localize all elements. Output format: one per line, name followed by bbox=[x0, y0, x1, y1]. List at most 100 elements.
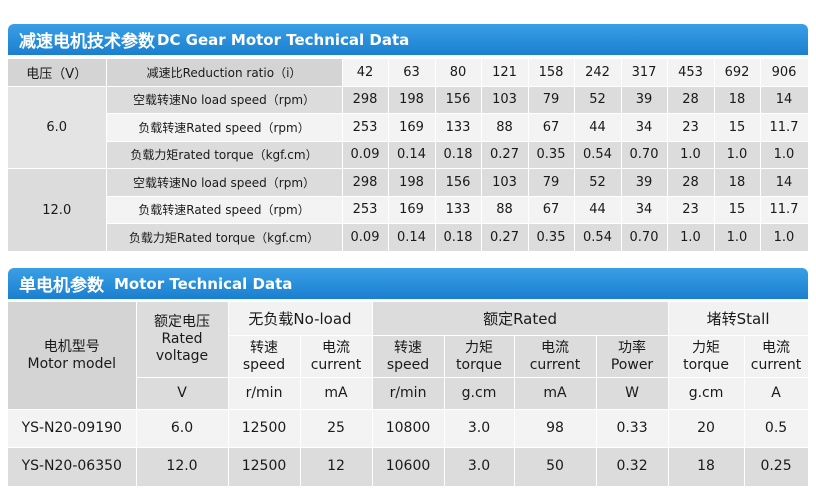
subheader-rated-current: 电流 current bbox=[514, 335, 597, 378]
rated-group-header: 额定Rated bbox=[372, 301, 669, 336]
table-cell: 28 bbox=[667, 85, 715, 114]
table-cell: 0.70 bbox=[621, 223, 668, 251]
table-cell: 10600 bbox=[372, 447, 445, 486]
gear-row-rated-torque: 负载力矩Rated torque（kgf.cm） 0.09 0.14 0.18 … bbox=[8, 223, 809, 251]
unit-cell: V bbox=[136, 377, 229, 410]
table-cell: 10800 bbox=[372, 409, 445, 448]
table-cell: 133 bbox=[435, 113, 482, 141]
motor-subheader-row: 转速 speed 电流 current 转速 speed 力矩 torque 电流 cur… bbox=[8, 335, 809, 378]
gear-row-noload-speed: 6.0 空载转速No load speed（rpm） 298 198 156 1… bbox=[8, 85, 809, 169]
unit-cell: r/min bbox=[228, 377, 301, 410]
table-cell: 156 bbox=[435, 85, 482, 114]
model-header-cn: 电机型号 bbox=[43, 338, 100, 355]
table-cell: 0.70 bbox=[621, 140, 668, 169]
table-cell: 1.0 bbox=[760, 140, 809, 169]
table-cell: 298 bbox=[342, 85, 389, 114]
rated-voltage-en1: Rated bbox=[161, 331, 203, 348]
table-cell: 34 bbox=[621, 195, 668, 224]
subheader-en: torque bbox=[683, 356, 730, 373]
table-cell: 12500 bbox=[228, 409, 301, 448]
table-cell: 79 bbox=[528, 168, 575, 196]
rated-voltage-en2: voltage bbox=[155, 347, 209, 364]
subheader-rated-torque: 力矩 torque bbox=[444, 335, 515, 378]
table-cell: 20 bbox=[668, 409, 745, 448]
motor-units-row: V r/min mA r/min g.cm mA W g.cm A bbox=[8, 377, 809, 410]
subheader-cn: 电流 bbox=[762, 339, 791, 356]
table-cell: 1.0 bbox=[760, 223, 809, 251]
table-cell: 0.25 bbox=[744, 447, 809, 486]
ratio-value: 692 bbox=[714, 58, 761, 86]
table-cell: 253 bbox=[342, 195, 389, 224]
table-cell: 12500 bbox=[228, 447, 301, 486]
table-cell: 133 bbox=[435, 195, 482, 224]
table-cell: 98 bbox=[514, 409, 597, 448]
table-cell: 88 bbox=[481, 195, 529, 224]
table-cell: 0.27 bbox=[481, 140, 529, 169]
subheader-rated-speed: 转速 speed bbox=[372, 335, 445, 378]
noload-group-header: 无负载No-load bbox=[228, 301, 373, 336]
ratio-value: 158 bbox=[528, 58, 575, 86]
table-cell: 67 bbox=[528, 113, 575, 141]
table-cell: 0.33 bbox=[596, 409, 669, 448]
model-cell: YS-N20-06350 bbox=[8, 447, 137, 486]
table-cell: 23 bbox=[667, 195, 715, 224]
ratio-value: 317 bbox=[621, 58, 668, 86]
subheader-en: Power bbox=[610, 356, 654, 373]
motor-group-header-row: 电机型号 Motor model 额定电压 Rated voltage 无负载N… bbox=[8, 301, 809, 410]
table-cell: 23 bbox=[667, 113, 715, 141]
subheader-en: speed bbox=[242, 356, 286, 373]
subheader-en: current bbox=[529, 356, 581, 373]
table-cell: 0.18 bbox=[435, 140, 482, 169]
unit-cell: mA bbox=[300, 377, 373, 410]
motor-data-table: 电机型号 Motor model 额定电压 Rated voltage 无负载N… bbox=[8, 301, 809, 486]
motor-data-banner: 单电机参数 Motor Technical Data bbox=[8, 268, 808, 299]
table-cell: 12 bbox=[300, 447, 373, 486]
table-cell: 198 bbox=[388, 85, 436, 114]
table-cell: 198 bbox=[388, 168, 436, 196]
table-cell: 1.0 bbox=[667, 223, 715, 251]
row-label: 负载力矩rated torque（kgf.cm） bbox=[106, 140, 343, 169]
model-header: 电机型号 Motor model bbox=[8, 301, 137, 410]
gear-data-table: 电压（V） 减速比Reduction ratio（i） 42 63 80 121… bbox=[8, 58, 809, 251]
ratio-value: 42 bbox=[342, 58, 389, 86]
table-cell: 11.7 bbox=[760, 113, 809, 141]
voltage-header: 电压（V） bbox=[8, 58, 107, 86]
table-cell: 3.0 bbox=[444, 409, 515, 448]
ratio-value: 906 bbox=[760, 58, 809, 86]
table-cell: 28 bbox=[667, 168, 715, 196]
ratio-value: 121 bbox=[481, 58, 529, 86]
motor-title-en: Motor Technical Data bbox=[114, 274, 293, 293]
unit-cell: g.cm bbox=[668, 377, 745, 410]
subheader-en: current bbox=[310, 356, 362, 373]
table-cell: 0.35 bbox=[528, 223, 575, 251]
voltage-cell: 6.0 bbox=[8, 85, 107, 169]
rated-voltage-cn: 额定电压 bbox=[154, 314, 210, 331]
gear-row-rated-torque: 负载力矩rated torque（kgf.cm） 0.09 0.14 0.18 … bbox=[8, 140, 809, 169]
table-cell: 169 bbox=[388, 195, 436, 224]
motor-row: YS-N20-09190 6.0 12500 25 10800 3.0 98 0… bbox=[8, 409, 809, 448]
model-header-en: Motor model bbox=[27, 355, 117, 372]
table-cell: 18 bbox=[714, 85, 761, 114]
table-cell: 39 bbox=[621, 85, 668, 114]
row-label: 负载转速Rated speed（rpm） bbox=[106, 113, 343, 141]
table-cell: 1.0 bbox=[714, 140, 761, 169]
table-cell: 14 bbox=[760, 168, 809, 196]
table-cell: 0.32 bbox=[596, 447, 669, 486]
unit-cell: g.cm bbox=[444, 377, 515, 410]
ratio-header: 减速比Reduction ratio（i） bbox=[106, 58, 343, 86]
subheader-stall-current: 电流 current bbox=[744, 335, 809, 378]
table-cell: 50 bbox=[514, 447, 597, 486]
table-cell: 169 bbox=[388, 113, 436, 141]
stall-group-header: 堵转Stall bbox=[668, 301, 809, 336]
table-cell: 0.35 bbox=[528, 140, 575, 169]
row-label: 空载转速No load speed（rpm） bbox=[106, 168, 343, 196]
table-cell: 1.0 bbox=[667, 140, 715, 169]
table-cell: 0.5 bbox=[744, 409, 809, 448]
gear-row-rated-speed: 负载转速Rated speed（rpm） 253 169 133 88 67 4… bbox=[8, 195, 809, 224]
gear-title-en: DC Gear Motor Technical Data bbox=[157, 30, 410, 49]
subheader-cn: 转速 bbox=[394, 339, 422, 356]
ratio-value: 453 bbox=[667, 58, 715, 86]
table-cell: 88 bbox=[481, 113, 529, 141]
subheader-cn: 力矩 bbox=[692, 339, 721, 356]
gear-title-cn: 减速电机技术参数 bbox=[19, 32, 155, 52]
